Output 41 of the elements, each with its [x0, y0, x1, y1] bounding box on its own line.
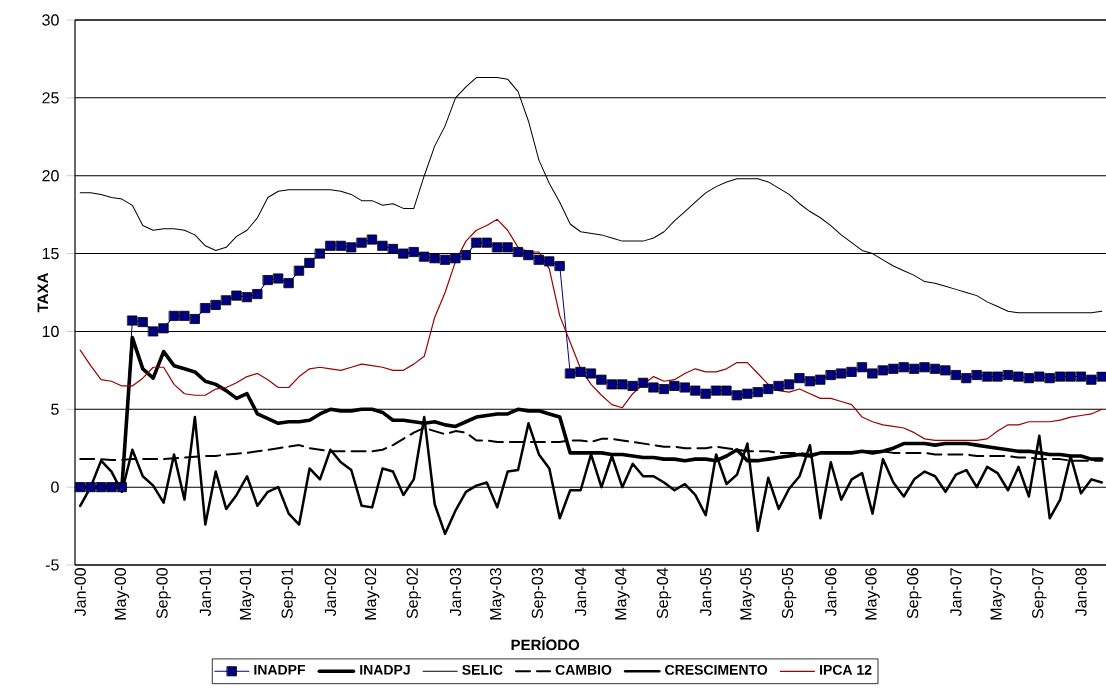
x-tick-label: Sep-04	[656, 567, 672, 619]
y-tick-label: -5	[45, 559, 59, 571]
x-tick-label: May-03	[489, 568, 505, 620]
x-tick-label: May-00	[114, 568, 130, 620]
x-tick-label: Jan-05	[700, 568, 712, 617]
x-tick-label: May-02	[364, 568, 380, 620]
x-tick-label: May-07	[990, 568, 1005, 620]
x-tick-label: May-04	[615, 567, 630, 620]
x-tick-label: Jan-02	[324, 568, 337, 617]
y-tick-label: 15	[42, 247, 59, 260]
x-tick-label: Sep-06	[906, 568, 922, 619]
legend-label: IPCA 12	[820, 664, 872, 675]
x-tick-label: Jan-06	[825, 568, 837, 617]
y-tick-label: 20	[42, 170, 59, 182]
x-tick-label: Sep-00	[156, 568, 171, 619]
legend-label: INADPF	[254, 664, 306, 675]
x-tick-label: Jan-00	[74, 568, 86, 617]
x-tick-label: Jan-08	[1075, 568, 1087, 617]
x-tick-label: Jan-03	[449, 568, 462, 617]
x-tick-label: May-05	[740, 568, 755, 620]
x-tick-label: May-06	[865, 568, 880, 620]
legend-label: SELIC	[462, 664, 503, 675]
y-tick-label: 0	[51, 481, 59, 493]
legend-label: CAMBIO	[555, 664, 612, 675]
x-tick-label: Sep-03	[531, 568, 547, 619]
y-tick-label: 10	[42, 325, 59, 338]
x-axis-title: PERÍODO	[511, 636, 580, 651]
y-axis-title: TAXA	[37, 273, 48, 313]
y-tick-label: 25	[42, 92, 59, 104]
x-tick-label: Sep-02	[406, 568, 422, 619]
x-tick-label: Jan-07	[950, 568, 962, 617]
x-tick-label: May-01	[239, 568, 255, 620]
x-tick-label: Sep-01	[281, 568, 296, 619]
x-tick-label: Jan-04	[574, 567, 587, 617]
legend-label: CRESCIMENTO	[665, 664, 768, 675]
y-tick-label: 30	[42, 14, 59, 26]
legend-label: INADPJ	[360, 664, 410, 675]
x-tick-label: Sep-07	[1032, 568, 1047, 619]
x-tick-label: Jan-01	[199, 568, 211, 617]
y-tick-label: 5	[51, 403, 59, 415]
x-tick-label: Sep-05	[781, 568, 797, 619]
